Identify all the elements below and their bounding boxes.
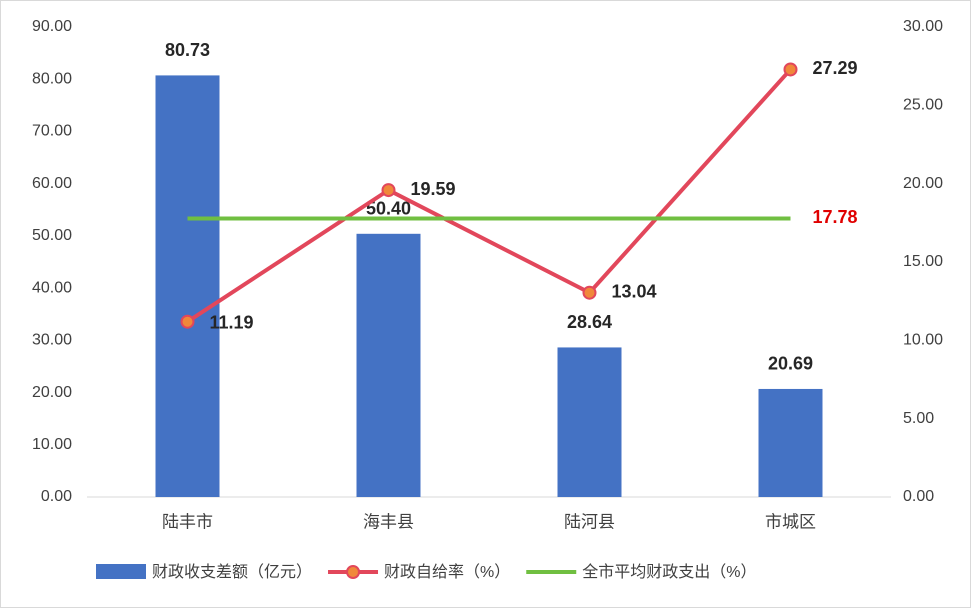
- x-tick-label: 陆河县: [564, 512, 615, 531]
- line-value-label: 27.29: [813, 58, 858, 78]
- y-tick-label: 90.00: [32, 18, 72, 35]
- marker: [180, 314, 195, 329]
- y-tick-label: 0.00: [41, 488, 72, 505]
- y2-tick-label: 15.00: [903, 253, 943, 270]
- line-value-label: 17.78: [813, 207, 858, 227]
- line: [186, 68, 792, 324]
- line-value-label: 11.19: [210, 312, 254, 332]
- bar-value-label: 20.69: [768, 354, 813, 374]
- legend-marker: [346, 565, 361, 579]
- marker: [783, 62, 798, 77]
- x-tick-label: 市城区: [765, 512, 816, 531]
- y-tick-label: 20.00: [32, 384, 72, 401]
- y-tick-label: 60.00: [32, 175, 72, 192]
- y2-tick-label: 30.00: [903, 18, 943, 35]
- y-tick-label: 70.00: [32, 123, 72, 140]
- bar: [758, 388, 823, 497]
- y-tick-label: 30.00: [32, 332, 72, 349]
- marker: [582, 285, 597, 300]
- legend-label: 全市平均财政支出（%）: [582, 563, 756, 581]
- bar-value-label: 50.40: [366, 199, 411, 219]
- line-value-label: 19.59: [411, 179, 456, 199]
- y2-tick-label: 0.00: [903, 488, 934, 505]
- legend-label: 财政收支差额（亿元）: [152, 563, 312, 581]
- x-tick-label: 海丰县: [363, 512, 414, 531]
- x-tick-label: 陆丰市: [162, 512, 213, 531]
- bar-value-label: 80.73: [165, 40, 210, 60]
- y-tick-label: 50.00: [32, 227, 72, 244]
- y-tick-label: 10.00: [32, 436, 72, 453]
- y2-tick-label: 10.00: [903, 332, 943, 349]
- bar-value-label: 28.64: [567, 312, 612, 332]
- y2-tick-label: 25.00: [903, 97, 943, 114]
- y2-tick-label: 20.00: [903, 175, 943, 192]
- marker: [381, 183, 396, 198]
- legend-label: 财政自给率（%）: [384, 563, 510, 581]
- y-tick-label: 80.00: [32, 70, 72, 87]
- bar: [557, 347, 622, 497]
- bar: [356, 233, 421, 498]
- y2-tick-label: 5.00: [903, 410, 934, 427]
- bar: [155, 75, 220, 497]
- line-value-label: 13.04: [612, 281, 657, 301]
- y-tick-label: 40.00: [32, 279, 72, 296]
- legend-swatch: [96, 564, 146, 579]
